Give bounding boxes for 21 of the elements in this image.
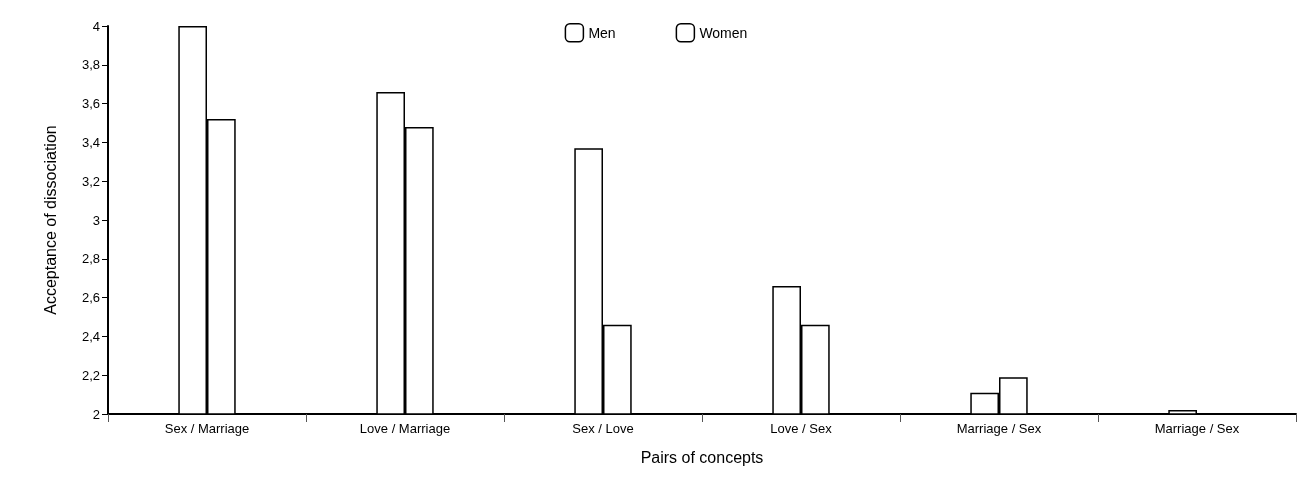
x-tick-label: Marriage / Sex — [956, 421, 1042, 436]
y-tick-label: 2,4 — [81, 328, 100, 344]
y-axis-title: Acceptance of dissociation — [41, 125, 59, 315]
x-tick-label: Marriage / Sex — [1154, 421, 1240, 436]
y-tick-label: 3,2 — [81, 173, 100, 189]
x-tick-label: Love / Marriage — [359, 421, 451, 436]
x-tick-label: Sex / Love — [572, 421, 634, 436]
x-axis-title: Pairs of concepts — [640, 448, 764, 466]
y-tick-label: 2 — [92, 406, 100, 422]
y-tick-label: 3 — [92, 212, 100, 228]
x-tick-label: Sex / Marriage — [164, 421, 250, 436]
y-tick-label: 3,8 — [81, 57, 100, 73]
y-tick-label: 3,4 — [81, 134, 100, 150]
y-tick-label: 4 — [92, 18, 100, 34]
y-tick-label: 2,2 — [81, 367, 100, 383]
y-tick-label: 2,8 — [81, 251, 100, 267]
y-tick-label: 3,6 — [81, 96, 100, 112]
y-tick-label: 2,6 — [81, 290, 100, 306]
legend-label: Men — [588, 24, 616, 41]
legend-label: Women — [699, 24, 748, 41]
x-tick-label: Love / Sex — [770, 421, 833, 436]
